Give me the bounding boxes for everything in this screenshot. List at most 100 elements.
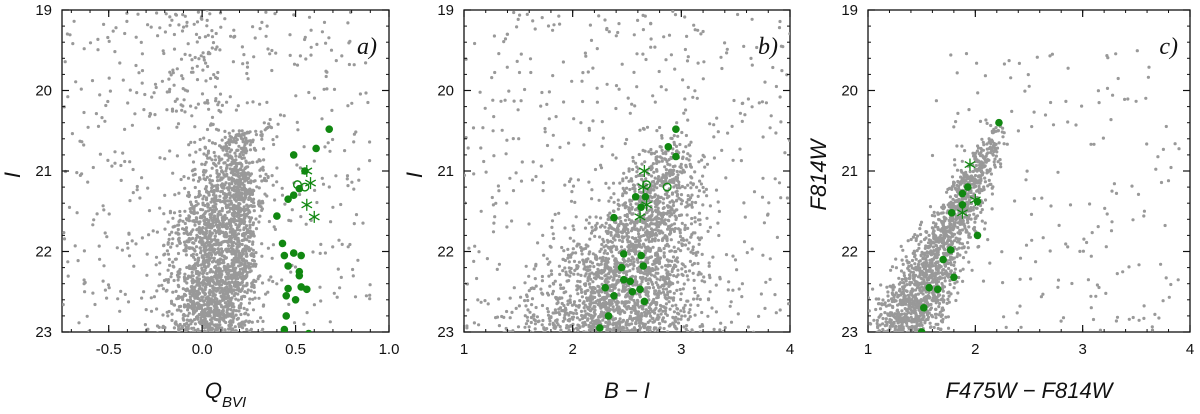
- background-star: [692, 286, 697, 290]
- background-star: [211, 41, 216, 45]
- background-star: [674, 177, 679, 181]
- background-star: [228, 150, 232, 154]
- background-star: [232, 260, 236, 264]
- background-star: [232, 185, 236, 189]
- background-star: [609, 196, 613, 200]
- background-star: [295, 120, 299, 124]
- background-star: [695, 185, 699, 189]
- background-star: [177, 223, 181, 227]
- background-star: [237, 304, 241, 308]
- background-star: [649, 152, 654, 156]
- background-star: [613, 336, 616, 339]
- background-star: [613, 334, 616, 337]
- background-star: [627, 322, 632, 326]
- background-star: [268, 52, 272, 56]
- background-star: [576, 286, 580, 290]
- background-star: [576, 336, 579, 339]
- background-star: [192, 311, 196, 315]
- background-star: [98, 257, 102, 261]
- background-star: [669, 136, 673, 140]
- background-star: [574, 251, 578, 255]
- background-star: [601, 301, 605, 305]
- background-star: [636, 337, 639, 340]
- background-star: [693, 290, 697, 295]
- background-star: [229, 246, 233, 250]
- background-star: [240, 238, 244, 243]
- background-star: [227, 188, 231, 192]
- background-star: [228, 191, 232, 195]
- background-star: [171, 336, 174, 339]
- background-star: [198, 137, 202, 142]
- background-star: [569, 271, 573, 275]
- background-star: [210, 330, 214, 332]
- background-star: [575, 311, 579, 316]
- background-star: [572, 259, 577, 263]
- background-star: [224, 331, 227, 332]
- background-star: [242, 146, 246, 150]
- background-star: [192, 326, 196, 330]
- background-star: [249, 234, 253, 238]
- background-star: [193, 172, 197, 176]
- background-star: [661, 151, 665, 155]
- background-star: [185, 334, 188, 337]
- background-star: [195, 40, 199, 44]
- background-star: [236, 104, 240, 108]
- background-star: [641, 333, 644, 336]
- background-star: [202, 58, 206, 62]
- background-star: [577, 260, 582, 264]
- background-star: [637, 267, 641, 271]
- background-star: [684, 327, 688, 331]
- background-star: [586, 288, 590, 292]
- background-star: [194, 106, 198, 110]
- background-star: [595, 333, 598, 336]
- background-star: [252, 146, 256, 150]
- background-star: [131, 191, 135, 195]
- background-star: [236, 181, 240, 185]
- background-star: [629, 310, 633, 314]
- background-star: [653, 176, 657, 180]
- background-star: [263, 192, 267, 196]
- background-star: [216, 219, 220, 223]
- background-star: [565, 333, 568, 336]
- background-star: [214, 75, 218, 79]
- background-star: [199, 303, 203, 307]
- background-star: [153, 113, 157, 117]
- background-star: [189, 230, 194, 234]
- background-star: [165, 288, 169, 292]
- background-star: [571, 224, 575, 228]
- background-star: [237, 251, 242, 256]
- background-star: [234, 211, 238, 215]
- background-star: [216, 103, 220, 107]
- background-star: [542, 253, 546, 257]
- background-star: [247, 196, 251, 200]
- background-star: [238, 255, 243, 259]
- background-star: [219, 242, 223, 247]
- background-star: [483, 336, 486, 339]
- background-star: [659, 217, 664, 221]
- background-star: [251, 100, 255, 104]
- background-star: [202, 152, 206, 156]
- background-star: [612, 317, 616, 321]
- background-star: [586, 331, 590, 332]
- background-star: [612, 276, 616, 280]
- background-star: [184, 293, 188, 297]
- background-star: [259, 316, 263, 320]
- background-star: [91, 223, 95, 227]
- background-star: [661, 238, 665, 242]
- background-star: [576, 323, 580, 327]
- background-star: [77, 321, 81, 325]
- background-star: [187, 237, 191, 241]
- background-star: [667, 277, 671, 281]
- background-star: [174, 109, 178, 113]
- background-star: [707, 273, 712, 277]
- background-star: [633, 189, 637, 193]
- background-star: [154, 255, 159, 259]
- background-star: [667, 281, 671, 286]
- background-star: [624, 273, 629, 277]
- background-star: [636, 269, 640, 273]
- background-star: [251, 25, 255, 29]
- background-star: [628, 269, 632, 273]
- background-star: [218, 279, 222, 284]
- background-star: [245, 203, 249, 207]
- background-star: [252, 179, 256, 183]
